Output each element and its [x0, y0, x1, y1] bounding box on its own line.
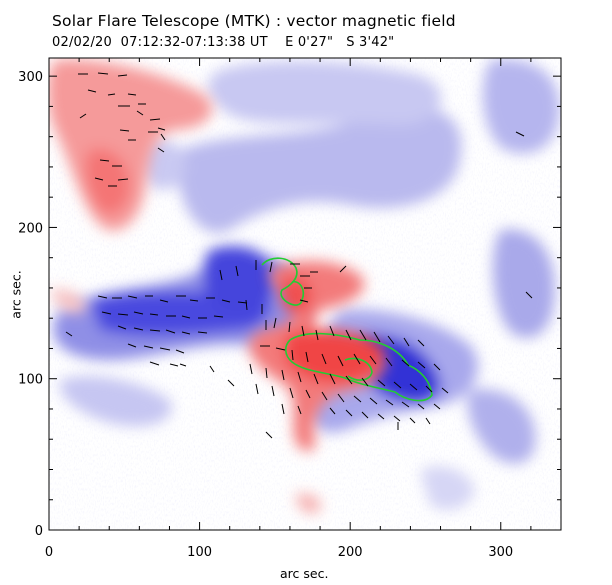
y-tick-label: 100 — [18, 373, 43, 388]
x-axis-ticks — [48, 58, 562, 530]
observation-time-range: 07:12:32-07:13:38 UT — [120, 35, 268, 50]
field-image — [49, 58, 561, 530]
y-axis-tick-labels: 0 100 200 300 — [18, 70, 43, 539]
x-axis-label: arc sec. — [280, 566, 329, 581]
field-contours — [261, 257, 433, 402]
y-tick-label: 200 — [18, 221, 43, 236]
plot-frame — [48, 57, 562, 531]
negative-polarity-regions — [53, 59, 560, 510]
x-axis-tick-labels: 0 100 200 300 — [45, 545, 513, 560]
y-axis-label: arc sec. — [8, 270, 24, 319]
x-tick-label: 300 — [488, 545, 513, 560]
figure-subtitle: 02/02/20 07:12:32-07:13:38 UT E 0'27" S … — [52, 35, 394, 50]
positive-polarity-regions — [49, 59, 386, 514]
y-tick-label: 0 — [35, 524, 43, 539]
figure-title: Solar Flare Telescope (MTK) : vector mag… — [52, 12, 456, 30]
position-east-west: E 0'27" — [285, 35, 334, 50]
y-tick-label: 300 — [18, 70, 43, 85]
y-axis-ticks — [49, 75, 561, 531]
transverse-field-vectors — [65, 72, 533, 439]
observation-date: 02/02/20 — [52, 35, 112, 50]
position-north-south: S 3'42" — [346, 35, 395, 50]
x-tick-label: 0 — [45, 545, 53, 560]
x-tick-label: 200 — [338, 545, 363, 560]
x-tick-label: 100 — [187, 545, 212, 560]
